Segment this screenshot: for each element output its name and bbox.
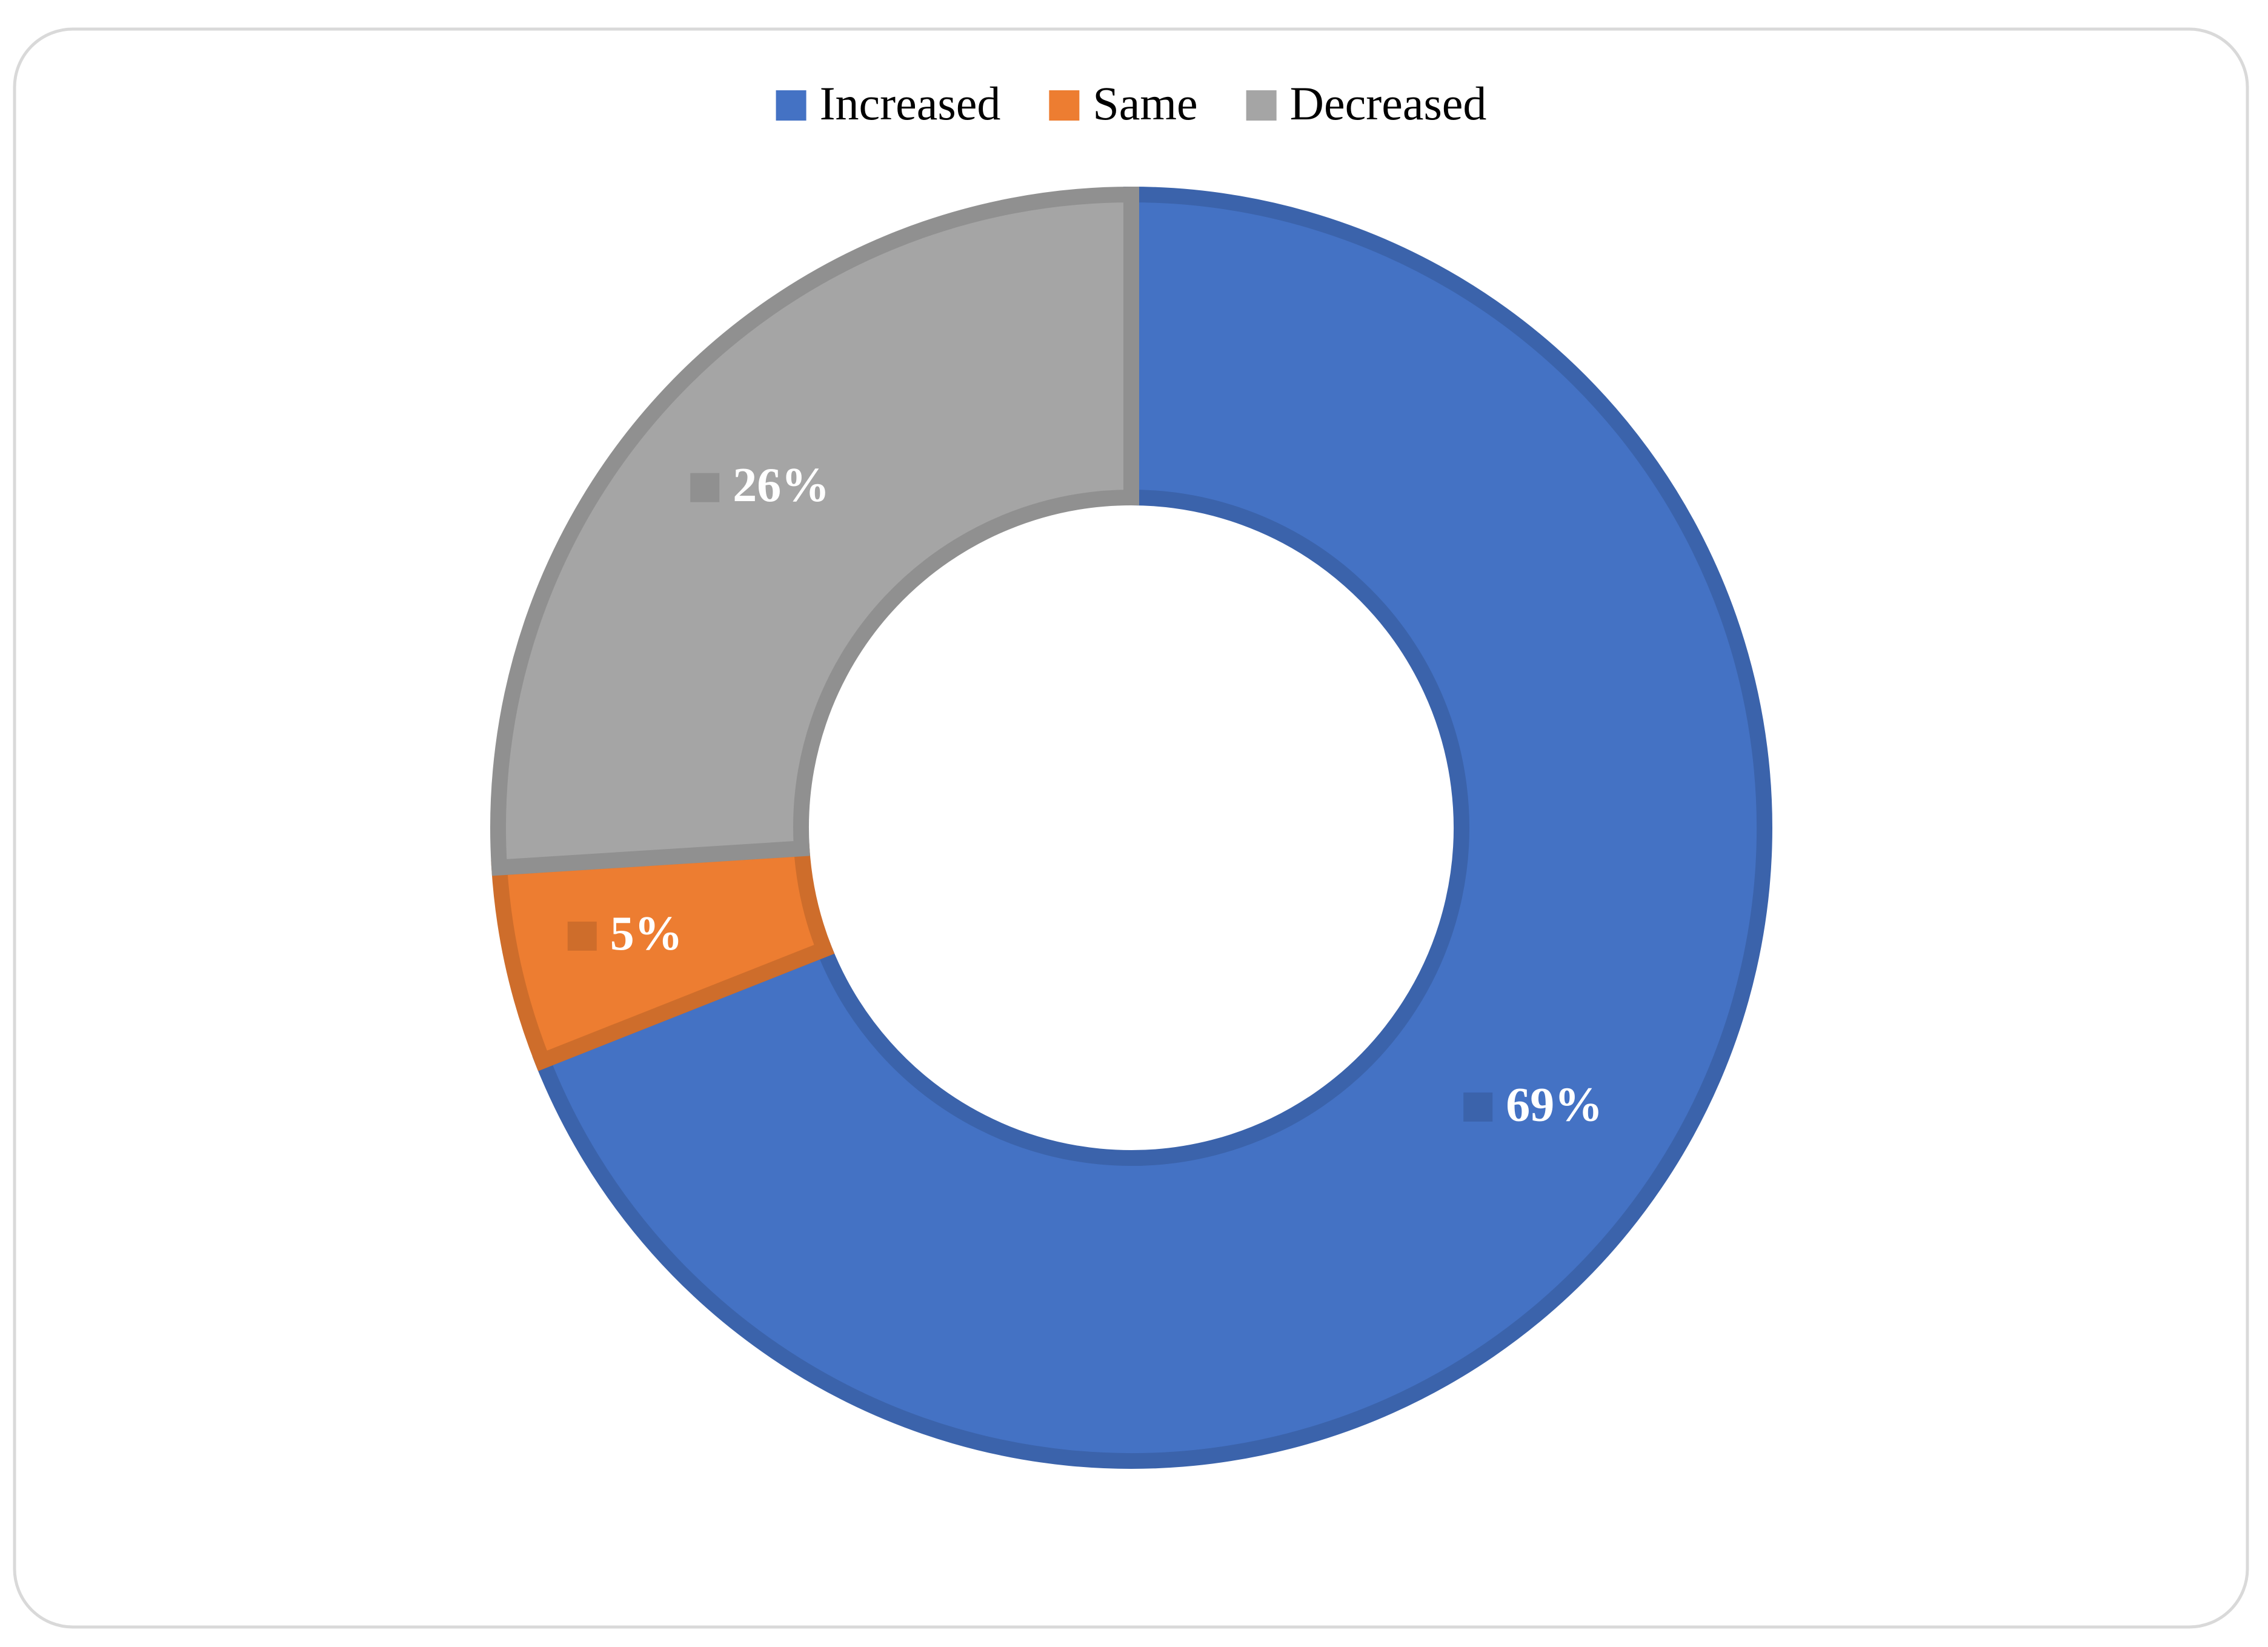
legend-swatch xyxy=(1246,90,1277,121)
data-label: 69% xyxy=(1506,1078,1603,1131)
legend-label: Increased xyxy=(820,77,1001,130)
label-marker xyxy=(690,473,720,502)
label-marker xyxy=(1463,1092,1493,1122)
legend-label: Decreased xyxy=(1290,77,1487,130)
data-label: 26% xyxy=(733,459,830,512)
label-marker xyxy=(567,921,597,951)
legend-swatch xyxy=(776,90,806,121)
donut-slice xyxy=(532,186,1772,1469)
donut-slice xyxy=(490,186,1139,876)
legend-swatch xyxy=(1049,90,1080,121)
chart-frame xyxy=(13,27,2249,1629)
legend-label: Same xyxy=(1092,77,1197,130)
data-label: 5% xyxy=(610,907,683,960)
